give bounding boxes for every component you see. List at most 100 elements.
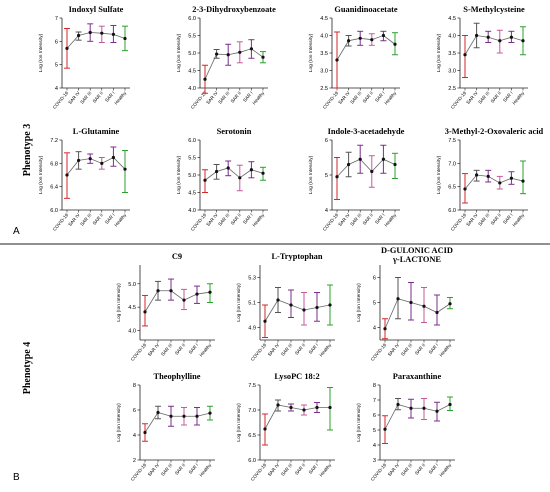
data-point — [521, 39, 525, 43]
y-tick-label: 4.5 — [188, 191, 196, 197]
x-tick-label: Healthy — [198, 462, 212, 478]
x-tick-label: SAR II — [414, 462, 426, 475]
data-point — [409, 300, 413, 305]
x-tick-label: Healthy — [113, 90, 127, 106]
data-point — [383, 327, 387, 331]
y-tick-label: 5.1 — [248, 301, 256, 307]
data-point — [238, 176, 242, 180]
y-tick-label: 6 — [325, 138, 328, 144]
x-tick-label: SAR III — [79, 90, 92, 104]
data-point — [302, 408, 306, 412]
chart-title: S-Methylcysteine — [463, 5, 525, 14]
chart-title: Theophylline — [153, 372, 200, 381]
data-point — [88, 30, 92, 35]
chart-title: L-Tryptophan — [271, 252, 322, 261]
data-point — [261, 55, 265, 59]
chart-1: Indoxyl Sulfate 4 5 6 7 Log (Ion Intensity) CO… — [38, 5, 130, 110]
chart-10: L-Tryptophan 4.9 5.1 5.3 Log (Ion Intensity)… — [236, 252, 335, 362]
data-point — [276, 298, 280, 302]
data-point — [448, 402, 452, 407]
y-tick-label: 5 — [373, 428, 376, 434]
x-tick-label: COVID-19 — [52, 212, 70, 232]
data-point — [276, 403, 280, 407]
x-tick-label: SAR II — [490, 212, 502, 225]
series-line — [204, 167, 264, 181]
chart-5: L-Glutamine 6.0 6.4 6.8 7.2 Log (Ion Intensit… — [38, 127, 130, 232]
x-tick-label: SAR I — [374, 212, 386, 224]
chart-7: Indole-3-acetadehyde 4 5 6 Log (Ion Intensit… — [308, 127, 405, 232]
data-point — [422, 406, 426, 410]
data-point — [195, 292, 199, 296]
y-tick-label: 4.5 — [448, 16, 456, 22]
y-tick-label: 6 — [373, 413, 376, 419]
x-tick-label: SAR IV — [387, 342, 401, 357]
series-line — [336, 158, 396, 178]
x-tick-label: SAR II — [230, 90, 242, 103]
data-point — [289, 303, 293, 307]
x-tick-label: SAR IV — [267, 462, 281, 477]
x-tick-label: SAR IV — [267, 342, 281, 357]
y-tick-label: 4 — [133, 433, 136, 439]
y-tick-label: 6 — [55, 39, 58, 45]
y-axis-label: Log (Ion Intensity) — [38, 33, 44, 72]
x-tick-label: SAR III — [160, 462, 173, 476]
data-point — [263, 319, 267, 323]
phenotype-3-label: Phenotype 3 — [22, 124, 33, 177]
x-tick-label: COVID-19 — [322, 212, 340, 232]
x-tick-label: COVID-19 — [370, 342, 388, 362]
data-point — [396, 402, 400, 407]
y-tick-label: 6.0 — [248, 458, 256, 464]
data-point — [208, 290, 212, 294]
x-tick-label: COVID-19 — [130, 462, 148, 482]
y-tick-label: 3.5 — [448, 51, 456, 57]
x-tick-label: SAR II — [174, 342, 186, 355]
x-tick-label: SAR III — [477, 212, 490, 226]
x-tick-label: SAR I — [308, 342, 320, 354]
y-tick-label: 4 — [373, 326, 376, 332]
y-tick-label: 6.0 — [50, 208, 58, 214]
x-tick-label: COVID-19 — [322, 90, 340, 110]
y-tick-label: 3.0 — [320, 69, 328, 75]
series-line — [384, 298, 451, 329]
chart-8: 3-Methyl-2-Oxovaleric acid 6.0 6.5 7.0 7.5 Lo… — [436, 127, 544, 232]
data-point — [203, 77, 207, 81]
data-point — [77, 158, 81, 163]
data-point — [182, 414, 186, 418]
data-point — [111, 32, 115, 36]
x-tick-label: SAR II — [490, 90, 502, 103]
x-tick-label: SAR III — [160, 342, 173, 356]
x-tick-label: COVID-19 — [250, 462, 268, 482]
y-tick-label: 2.5 — [448, 86, 456, 92]
data-point — [370, 169, 374, 174]
y-tick-label: 4.0 — [320, 34, 328, 40]
x-tick-label: Healthy — [198, 342, 212, 358]
phenotype-4-label: Phenotype 4 — [22, 342, 33, 395]
x-tick-label: Healthy — [251, 90, 265, 106]
x-tick-label: Healthy — [511, 212, 525, 228]
x-tick-label: SAR III — [280, 342, 293, 356]
data-point — [249, 47, 253, 51]
data-point — [315, 305, 319, 310]
panel-letter-a: A — [13, 226, 20, 237]
chart-title: LysoPC 18:2 — [274, 372, 319, 381]
data-point — [263, 427, 267, 431]
y-tick-label: 5 — [325, 173, 328, 179]
x-tick-label: Healthy — [438, 462, 452, 478]
panel-letter-b: B — [13, 472, 20, 483]
data-point — [289, 405, 293, 410]
y-tick-label: 5.5 — [188, 156, 196, 162]
data-point — [463, 187, 467, 191]
data-point — [381, 33, 385, 38]
data-point — [409, 406, 413, 410]
chart-2: 2-3-Dihydroxybenzoate 4.0 4.5 5.0 5.5 6.0 Log … — [176, 5, 276, 110]
chart-title: L-Glutamine — [73, 127, 120, 136]
y-tick-label: 6.4 — [50, 185, 58, 191]
data-point — [358, 36, 362, 40]
series-line — [66, 32, 126, 49]
y-tick-label: 5.0 — [128, 282, 136, 288]
y-tick-label: 6.8 — [50, 161, 58, 167]
x-tick-label: SAR I — [242, 212, 254, 224]
x-tick-label: COVID-19 — [370, 462, 388, 482]
y-axis-label: Log (Ion Intensity) — [236, 403, 242, 442]
y-tick-label: 7 — [55, 16, 58, 22]
